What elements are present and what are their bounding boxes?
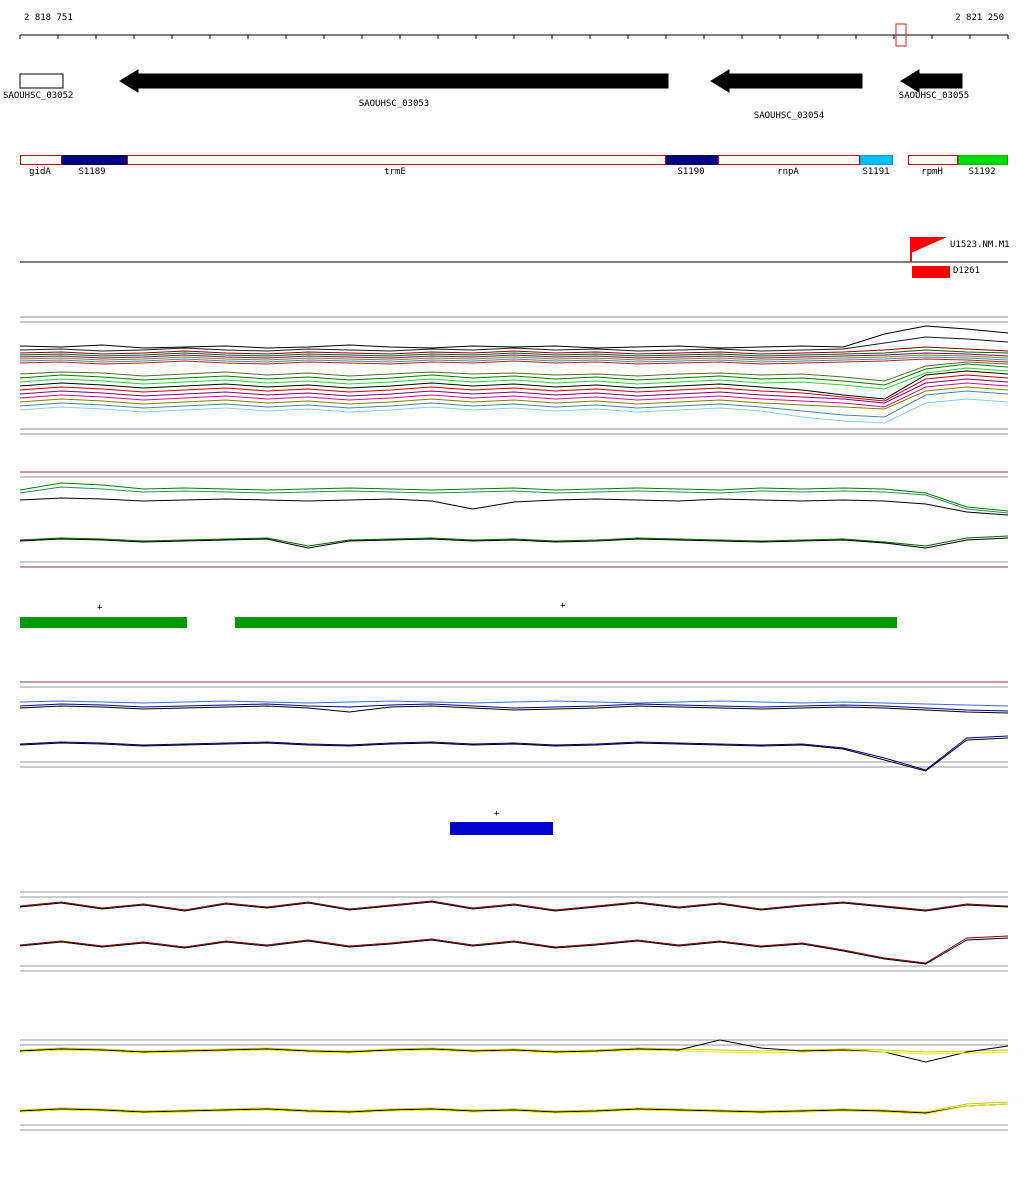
coverage-line [19,497,1009,516]
coverage-line [19,700,1009,707]
expression-track-yellow-condition [19,1039,1009,1131]
strand-sign-2: + [494,809,500,819]
coverage-line [19,370,1009,400]
feature-label-rpmH: rpmH [921,167,943,177]
feature-box-S1190[interactable] [666,155,718,165]
feature-box-S1191[interactable] [860,155,893,165]
gene-label-SAOUHSC_03054: SAOUHSC_03054 [753,111,825,121]
coverage-line [19,363,1009,386]
coverage-line [19,900,1009,911]
coverage-line [19,325,1009,349]
coverage-line [19,398,1009,424]
gene-label-SAOUHSC_03055: SAOUHSC_03055 [898,91,970,101]
coverage-line [19,537,1009,549]
feature-box-trmE[interactable] [127,155,666,165]
coverage-line [19,735,1009,771]
coverage-line [19,703,1009,712]
gene-label-SAOUHSC_03053: SAOUHSC_03053 [358,99,430,109]
feature-label-S1191: S1191 [862,167,890,177]
feature-label-S1192: S1192 [968,167,996,177]
coverage-line [19,482,1009,512]
coverage-line [19,535,1009,547]
flag-label: U1523.NM.M1 [950,240,1010,250]
coverage-line [19,937,1009,965]
strand-sign-1: + [560,601,566,611]
feature-label-S1189: S1189 [78,167,106,177]
coverage-line [19,336,1009,352]
feature-box-rpmH[interactable] [908,155,958,165]
gene-box-SAOUHSC_03052[interactable] [19,73,64,89]
coverage-line [19,1039,1009,1063]
coverage-line [19,356,1009,363]
srna-box[interactable] [912,266,950,278]
feature-box-S1192[interactable] [958,155,1008,165]
transcript-bar-1[interactable] [235,617,897,628]
ruler-track [19,23,1009,47]
coverage-line [19,352,1009,359]
coverage-line [19,361,1009,382]
feature-label-rnpA: rnpA [777,167,799,177]
srna-box-label: D1261 [953,266,981,276]
coverage-line [19,486,1009,514]
coverage-line [19,386,1009,410]
gene-label-SAOUHSC_03052: SAOUHSC_03052 [3,91,74,101]
expression-track-red-condition [19,891,1009,972]
gene-arrow-SAOUHSC_03055[interactable] [900,69,963,93]
coverage-line [19,901,1009,912]
coverage-line [19,358,1009,365]
feature-box-gidA[interactable] [20,155,62,165]
srna-track [20,237,1008,278]
coverage-line [19,1103,1009,1114]
flag-triangle[interactable] [911,237,947,253]
coverage-line [19,1049,1009,1055]
gene-arrow-SAOUHSC_03054[interactable] [710,69,863,93]
cursor-marker[interactable] [895,23,907,47]
coverage-line [19,705,1009,714]
coverage-line [19,354,1009,361]
coverage-line [19,346,1009,355]
coverage-line [19,349,1009,357]
coverage-line [19,390,1009,418]
coverage-line [19,1047,1009,1053]
coverage-line [19,382,1009,408]
coverage-line [19,935,1009,964]
coverage-line [19,737,1009,772]
strand-sign-0: + [97,603,103,613]
expression-track-green-condition [19,471,1009,568]
transcript-bar-0[interactable] [20,617,187,628]
gene-arrow-SAOUHSC_03053[interactable] [119,69,669,93]
ruler-end-label: 2 821 250 [955,13,1004,23]
coverage-line [19,374,1009,402]
feature-box-rnpA[interactable] [718,155,860,165]
transcript-bar-2[interactable] [450,822,553,835]
coverage-line [19,1101,1009,1113]
expression-track-blue-condition [19,681,1009,772]
ruler-start-label: 2 818 751 [24,13,73,23]
feature-box-S1189[interactable] [62,155,127,165]
coverage-line [19,1103,1009,1115]
expression-track-all-conditions [19,316,1009,435]
feature-label-S1190: S1190 [677,167,705,177]
coverage-line [19,367,1009,390]
coverage-line [19,378,1009,404]
feature-label-gidA: gidA [29,167,51,177]
gene-track [19,69,963,93]
feature-label-trmE: trmE [384,167,406,177]
